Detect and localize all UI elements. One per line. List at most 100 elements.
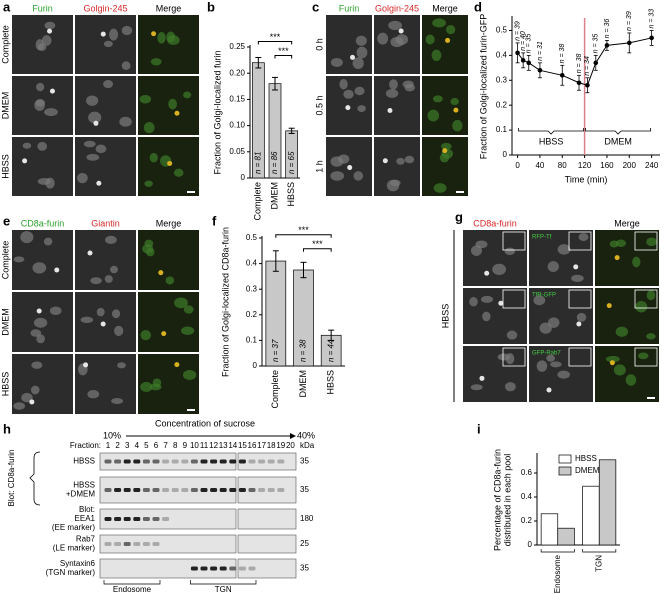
- cell: [615, 326, 629, 337]
- y-axis-label: Percentage of CD8a-furin: [492, 449, 502, 551]
- row-label: 0 h: [314, 38, 324, 51]
- fraction-number: 13: [219, 441, 228, 450]
- golgi: [22, 158, 28, 164]
- y-tick-label: 0.4: [521, 492, 533, 501]
- cell: [109, 265, 119, 274]
- golgi: [83, 362, 89, 368]
- cell: [44, 21, 56, 30]
- bar-label: n = 38: [299, 339, 308, 362]
- blot-band: [210, 566, 218, 571]
- gradient-low: 10%: [103, 430, 121, 440]
- cell: [114, 325, 124, 337]
- cell: [571, 274, 584, 282]
- cell: [35, 99, 45, 107]
- blot-row-label: Blot:: [79, 505, 95, 514]
- cell: [22, 142, 32, 149]
- golgi: [54, 267, 60, 273]
- point-label: n = 38: [559, 44, 566, 64]
- blot-band: [123, 488, 131, 492]
- cell: [480, 295, 494, 303]
- column-label: Merge: [614, 218, 640, 228]
- blot-band: [190, 459, 198, 464]
- cell: [183, 91, 192, 99]
- inset-box: [502, 347, 526, 367]
- cell: [388, 20, 403, 31]
- blot-band: [258, 459, 266, 464]
- column-label: CD8a-furin: [21, 218, 65, 228]
- cell: [31, 361, 43, 369]
- cell: [36, 82, 45, 92]
- y-tick-label: 0.25: [229, 42, 245, 51]
- cell: [95, 144, 107, 154]
- blot-band: [123, 459, 131, 464]
- golgi: [161, 331, 167, 337]
- cell: [646, 333, 656, 340]
- y-axis-label: Fraction of Golgi-localized furin-GFP: [478, 14, 488, 160]
- cell: [339, 79, 348, 90]
- y-tick-label: 0: [253, 361, 258, 370]
- blot-band: [277, 488, 285, 492]
- x-tick-label: 40: [535, 161, 544, 170]
- panel-letter: h: [3, 421, 11, 436]
- cell: [497, 353, 511, 361]
- cell: [20, 231, 34, 244]
- x-axis-label: Time (min): [565, 174, 608, 184]
- cell: [96, 307, 105, 317]
- x-tick-label: TGN: [594, 555, 603, 572]
- blot-band: [248, 488, 256, 492]
- blot-row-label: +DMEM: [66, 490, 95, 499]
- cell: [90, 277, 102, 285]
- x-tick-label: 80: [558, 161, 567, 170]
- panel-letter: e: [3, 213, 10, 228]
- golgi: [174, 110, 180, 116]
- cell: [469, 297, 478, 307]
- cell: [105, 235, 117, 245]
- cell: [145, 247, 155, 257]
- fraction-number: 10: [190, 441, 199, 450]
- cell: [533, 295, 546, 306]
- pool-label: TGN: [215, 585, 232, 594]
- blot-row-label: Rab7: [76, 535, 96, 544]
- golgi: [606, 303, 612, 309]
- cell: [547, 261, 559, 273]
- cell: [117, 362, 126, 369]
- row-label: Complete: [0, 25, 10, 64]
- golgi: [479, 375, 485, 381]
- cell: [43, 237, 53, 246]
- blot-band: [114, 542, 122, 546]
- point-label: n = 38: [576, 54, 583, 74]
- fraction-number: 19: [276, 441, 285, 450]
- bar-label: n = 44: [326, 339, 335, 362]
- blot-band: [181, 488, 189, 492]
- column-label: Furin: [32, 3, 53, 13]
- x-tick-label: 240: [645, 161, 659, 170]
- pool-label: Endosome: [113, 585, 152, 594]
- blot-band: [114, 517, 122, 521]
- blot-band: [123, 517, 131, 521]
- cell: [103, 40, 113, 48]
- blot-band: [142, 459, 150, 464]
- y-tick-label: 0.10: [229, 121, 245, 130]
- cell: [355, 35, 367, 46]
- blot-band: [152, 517, 160, 521]
- cell: [111, 309, 121, 319]
- cell: [152, 378, 162, 388]
- golgi: [576, 321, 582, 327]
- cell: [632, 256, 641, 268]
- golgi: [498, 300, 504, 306]
- inset-box: [568, 347, 592, 367]
- pool-bracket: [190, 580, 257, 585]
- micrograph: [595, 346, 659, 402]
- blot-band: [238, 459, 246, 464]
- cell: [433, 183, 447, 193]
- panel-letter: b: [207, 0, 215, 14]
- y-tick-label: 0.15: [229, 95, 245, 104]
- cell: [343, 89, 354, 99]
- cell: [140, 381, 153, 393]
- blot-band: [210, 488, 218, 492]
- cell: [36, 334, 45, 344]
- cell: [86, 95, 99, 106]
- fraction-number: 11: [200, 441, 209, 450]
- cell: [157, 31, 166, 44]
- point-label: n = 35: [526, 34, 533, 54]
